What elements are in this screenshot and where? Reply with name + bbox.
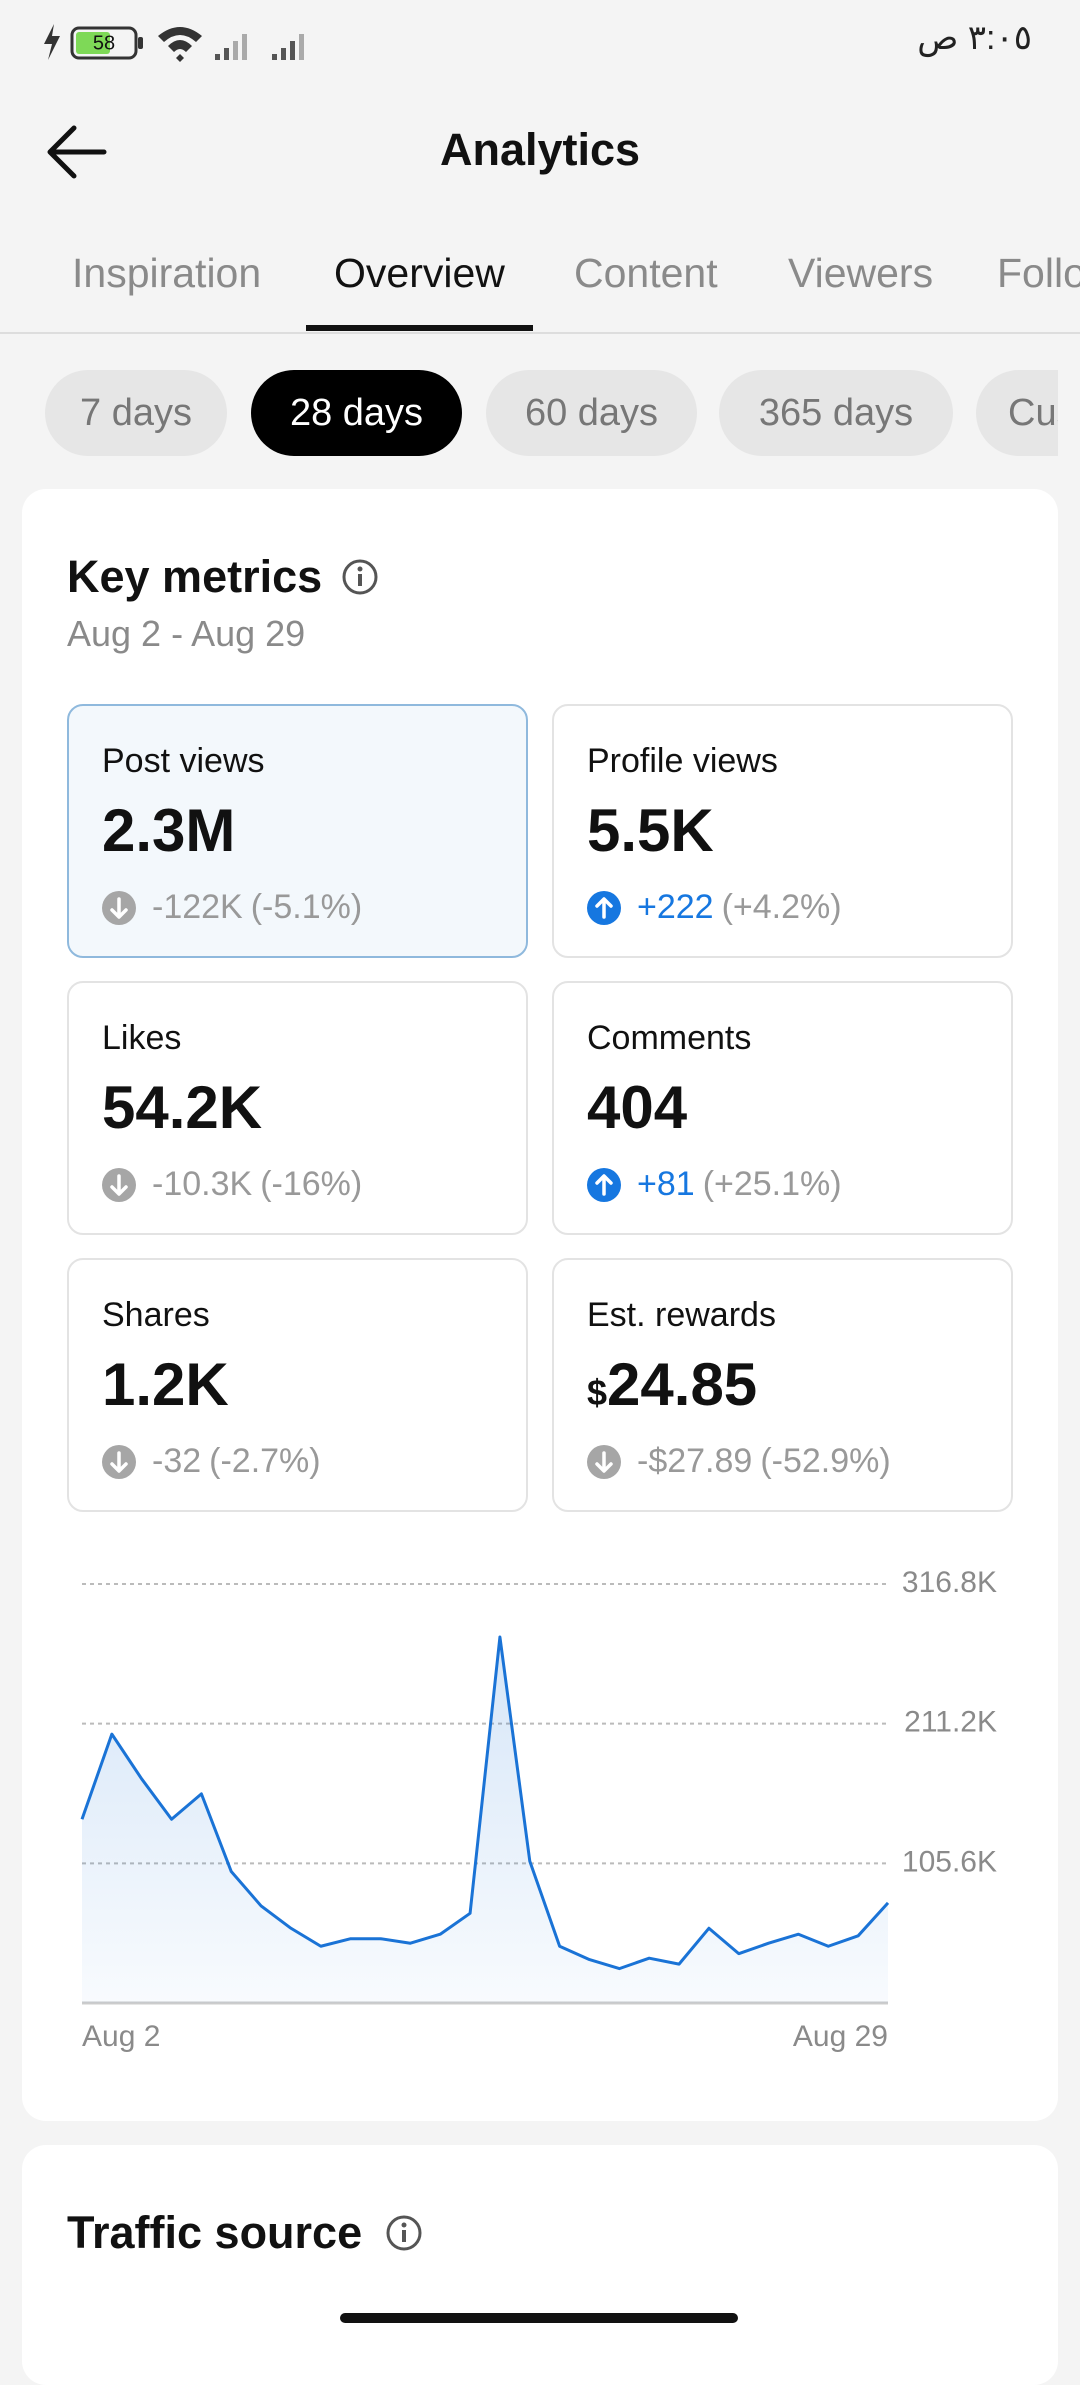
tab[interactable]: Inspiration: [72, 250, 262, 296]
x-tick-label: Aug 2: [82, 2020, 160, 2053]
info-icon[interactable]: [340, 557, 380, 597]
change: -$27.89: [637, 1442, 753, 1480]
value: 54.2K: [102, 1074, 263, 1141]
battery-level: 58: [93, 32, 115, 54]
metric-change: -10.3K (-16%): [102, 1165, 362, 1204]
line: [80, 1635, 890, 1971]
percent: (-16%): [260, 1165, 363, 1203]
section-title: Traffic source: [67, 2207, 363, 2258]
change: +222: [637, 888, 714, 926]
currency: $: [587, 1372, 608, 1413]
period-pill[interactable]: 365 days: [719, 370, 953, 456]
traffic-source-card: Traffic source: [22, 2145, 1058, 2385]
tab-bar: Inspiration Overview Content Viewers Followi…: [0, 250, 1080, 334]
period-pill[interactable]: 7 days: [45, 370, 227, 456]
icon-arrow: [595, 896, 613, 919]
key-metrics-card: Key metrics Aug 2 - Aug 29 Post views 2.3…: [22, 489, 1058, 2121]
status-bar: 58 ٣:٠٥ ص: [0, 0, 1080, 80]
tab[interactable]: Viewers: [788, 250, 934, 296]
metric-value: 404: [587, 1073, 687, 1142]
metric-label: Likes: [102, 1019, 182, 1057]
metric-label: Post views: [102, 742, 265, 780]
metric-label: Est. rewards: [587, 1296, 776, 1334]
icon-arrow: [110, 1173, 128, 1196]
status-icons: 58: [44, 24, 304, 62]
home-indicator: [340, 2313, 738, 2323]
metric-change: -32 (-2.7%): [102, 1442, 321, 1481]
back-button[interactable]: [44, 124, 108, 180]
metric-value: 54.2K: [102, 1073, 262, 1142]
area: [82, 1637, 888, 2003]
percent: (+25.1%): [702, 1165, 842, 1203]
metric-label: Comments: [587, 1019, 752, 1057]
metric-value: 5.5K: [587, 796, 714, 865]
icon-arrow: [595, 1173, 613, 1196]
metric-change: +222 (+4.2%): [587, 888, 842, 927]
metric-card[interactable]: Post views 2.3M -122K (-5.1%): [67, 704, 528, 958]
metric-change: -122K (-5.1%): [102, 888, 362, 927]
icon-arrow: [595, 1450, 613, 1473]
tab-underline: [306, 325, 533, 331]
metric-value: $24.85: [587, 1350, 757, 1419]
trend-icon: [587, 890, 621, 925]
line-chart: 105.6K 211.2K 316.8K Aug 2 Aug 29: [80, 1566, 997, 2053]
metric-value: 1.2K: [102, 1350, 229, 1419]
tab[interactable]: Following: [997, 250, 1080, 296]
divider: [0, 332, 1080, 334]
change: -10.3K: [152, 1165, 253, 1203]
percent: (+4.2%): [721, 888, 842, 926]
metric-label: Shares: [102, 1296, 210, 1334]
trend-icon: [587, 1167, 621, 1202]
change: -32: [152, 1442, 202, 1480]
info-icon[interactable]: [384, 2213, 424, 2253]
metric-change: -$27.89 (-52.9%): [587, 1442, 891, 1481]
icon-arrow: [110, 896, 128, 919]
value: 24.85: [607, 1351, 758, 1418]
metric-card[interactable]: Comments 404 +81 (+25.1%): [552, 981, 1013, 1235]
percent: (-5.1%): [250, 888, 363, 926]
date-range: Aug 2 - Aug 29: [67, 613, 306, 654]
period-pill[interactable]: 28 days: [251, 370, 462, 456]
metric-card[interactable]: Profile views 5.5K +222 (+4.2%): [552, 704, 1013, 958]
icon-arrow: [110, 1450, 128, 1473]
trend-icon: [102, 1167, 136, 1202]
metric-label: Profile views: [587, 742, 778, 780]
metric-value: 2.3M: [102, 796, 235, 865]
value: 404: [587, 1074, 688, 1141]
metric-card[interactable]: Shares 1.2K -32 (-2.7%): [67, 1258, 528, 1512]
section-title: Key metrics: [67, 551, 323, 602]
metric-card[interactable]: Likes 54.2K -10.3K (-16%): [67, 981, 528, 1235]
clock: ٣:٠٥ ص: [917, 19, 1032, 57]
metric-change: +81 (+25.1%): [587, 1165, 842, 1204]
trend-icon: [587, 1444, 621, 1479]
y-tick-label: 211.2K: [904, 1706, 997, 1739]
tab[interactable]: Content: [574, 250, 718, 296]
period-pill[interactable]: Custom: [976, 370, 1058, 456]
trend-icon: [102, 890, 136, 925]
period-pill[interactable]: 60 days: [486, 370, 697, 456]
y-tick-label: 105.6K: [902, 1845, 997, 1878]
metric-card[interactable]: Est. rewards $24.85 -$27.89 (-52.9%): [552, 1258, 1013, 1512]
change: -122K: [152, 888, 243, 926]
value: 2.3M: [102, 797, 236, 864]
percent: (-2.7%): [209, 1442, 321, 1480]
x-tick-label: Aug 29: [793, 2020, 888, 2053]
percent: (-52.9%): [760, 1442, 891, 1480]
value: 1.2K: [102, 1351, 229, 1418]
y-tick-label: 316.8K: [902, 1566, 997, 1599]
value: 5.5K: [587, 797, 714, 864]
period-selector: 7 days 28 days 60 days 365 days Custom: [0, 370, 1058, 458]
trend-icon: [102, 1444, 136, 1479]
page-title: Analytics: [439, 124, 641, 175]
change: +81: [637, 1165, 695, 1203]
tab[interactable]: Overview: [334, 250, 505, 296]
